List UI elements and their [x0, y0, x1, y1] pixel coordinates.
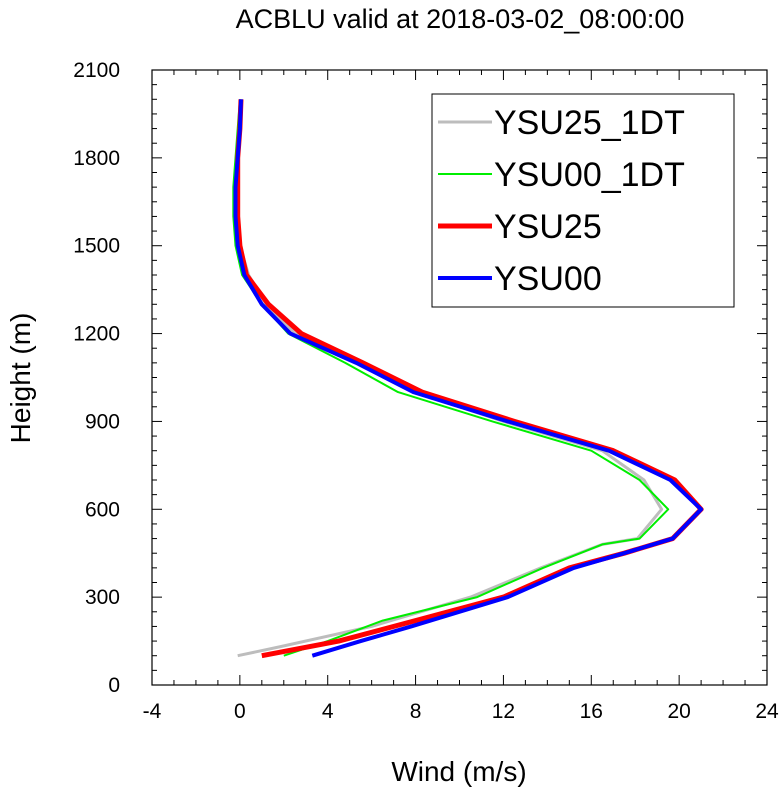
y-tick-label: 1800 — [73, 147, 120, 170]
axes: -4 0 4 8 12 16 20 24 0 300 600 900 1200 1500 1800 2100 — [73, 59, 779, 723]
x-axis-title: Wind (m/s) — [391, 756, 526, 787]
series-line-ysu00 — [233, 99, 704, 658]
y-tick-label: 900 — [85, 410, 120, 433]
legend-label: YSU00_1DT — [494, 156, 685, 194]
legend-label: YSU25 — [494, 208, 602, 246]
legend-label: YSU00 — [494, 260, 602, 298]
series-line-ysu00-1dt — [232, 99, 670, 657]
x-tick-label: 20 — [667, 700, 690, 723]
x-tick-label: 12 — [492, 700, 515, 723]
chart-title: ACBLU valid at 2018-03-02_08:00:00 — [236, 4, 685, 34]
x-tick-label: 24 — [755, 700, 779, 723]
y-axis-title: Height (m) — [5, 313, 36, 444]
y-tick-label: 2100 — [73, 59, 120, 82]
y-tick-label: 0 — [108, 674, 120, 697]
x-tick-label: 8 — [410, 700, 422, 723]
legend: YSU25_1DT YSU00_1DT YSU25 YSU00 — [431, 93, 735, 308]
x-tick-label: -4 — [143, 700, 162, 723]
x-tick-label: 16 — [580, 700, 603, 723]
y-tick-label: 1500 — [73, 235, 120, 258]
y-tick-label: 600 — [85, 498, 120, 521]
legend-box — [431, 93, 735, 308]
y-tick-label: 300 — [85, 586, 120, 609]
x-tick-label: 4 — [322, 700, 334, 723]
legend-label: YSU25_1DT — [494, 104, 685, 142]
series-lines — [232, 99, 704, 659]
x-tick-label: 0 — [234, 700, 246, 723]
y-tick-label: 1200 — [73, 323, 120, 346]
